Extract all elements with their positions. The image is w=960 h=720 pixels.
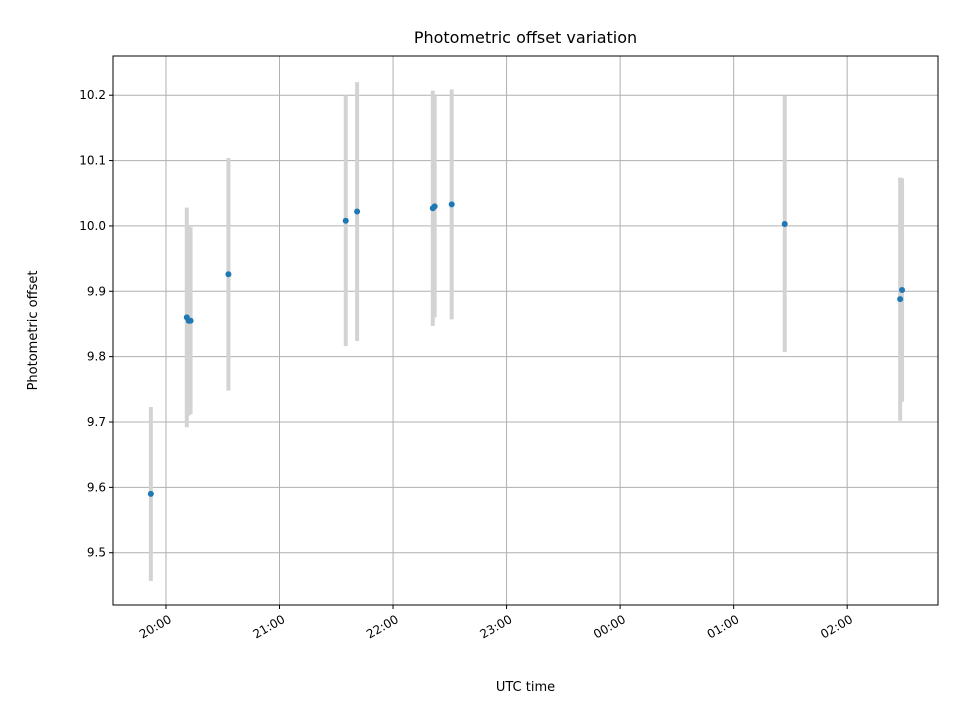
data-point <box>187 317 194 324</box>
y-tick-label: 10.1 <box>79 154 106 168</box>
y-tick-label: 10.0 <box>79 219 106 233</box>
data-point <box>431 203 438 210</box>
y-axis-label: Photometric offset <box>26 271 41 391</box>
data-point <box>225 271 232 278</box>
data-point <box>448 201 455 208</box>
data-point <box>342 217 349 224</box>
data-point <box>897 296 904 303</box>
plot-frame <box>112 55 939 606</box>
plot-area <box>113 56 938 605</box>
y-axis-ticks: 9.5 9.6 9.7 9.8 9.9 10.0 10.1 10.2 <box>79 88 113 560</box>
y-tick-label: 9.6 <box>87 480 106 494</box>
x-axis-label: UTC time <box>496 680 555 695</box>
data-point <box>354 208 361 215</box>
y-tick-label: 9.9 <box>87 284 106 298</box>
y-tick-label: 10.2 <box>79 88 106 102</box>
y-tick-label: 9.7 <box>87 415 106 429</box>
data-point <box>781 220 788 227</box>
y-tick-label: 9.5 <box>87 546 106 560</box>
data-point <box>899 286 906 293</box>
y-tick-label: 9.8 <box>87 350 106 364</box>
data-points <box>147 201 906 497</box>
grid <box>113 56 938 605</box>
data-point <box>147 490 154 497</box>
chart-title: Photometric offset variation <box>414 28 637 47</box>
